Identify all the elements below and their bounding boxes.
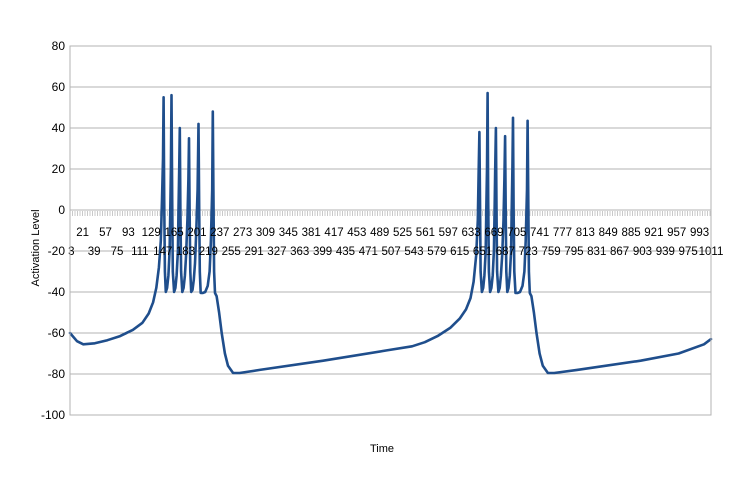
x-tick-label: 93 [122, 227, 135, 239]
y-axis-title: Activation Level [30, 209, 42, 286]
x-tick-label: 633 [462, 227, 481, 239]
y-tick-label: 20 [52, 162, 66, 176]
x-tick-label: 957 [667, 227, 686, 239]
x-tick-label: 219 [199, 246, 218, 258]
x-tick-label: 327 [267, 246, 286, 258]
x-tick-label: 183 [176, 246, 195, 258]
x-tick-label: 39 [88, 246, 101, 258]
plot-area-border [69, 45, 712, 416]
x-tick-label: 777 [553, 227, 572, 239]
y-tick-label: 80 [52, 39, 66, 53]
y-tick-label: -100 [41, 408, 65, 422]
y-tick-label: -60 [48, 326, 66, 340]
x-tick-label: 561 [416, 227, 435, 239]
x-tick-label: 723 [519, 246, 538, 258]
x-tick-label: 525 [393, 227, 412, 239]
x-tick-label: 795 [564, 246, 583, 258]
x-tick-label: 471 [359, 246, 378, 258]
x-tick-label: 75 [111, 246, 124, 258]
x-tick-label: 885 [621, 227, 640, 239]
x-tick-label: 255 [222, 246, 241, 258]
x-tick-label: 543 [404, 246, 423, 258]
x-tick-label: 111 [131, 246, 148, 258]
x-tick-label: 849 [599, 227, 618, 239]
x-tick-label: 831 [587, 246, 606, 258]
x-tick-label: 417 [324, 227, 343, 239]
x-tick-label: 939 [656, 246, 675, 258]
y-tick-label: 60 [52, 80, 66, 94]
x-tick-label: 147 [153, 246, 172, 258]
x-axis-minor-ticks [69, 211, 711, 216]
x-tick-label: 507 [382, 246, 401, 258]
x-tick-label: 813 [576, 227, 595, 239]
x-tick-label: 993 [690, 227, 709, 239]
x-tick-label: 381 [302, 227, 321, 239]
x-tick-label: 273 [233, 227, 252, 239]
x-tick-label: 57 [99, 227, 112, 239]
x-tick-label: 921 [644, 227, 663, 239]
x-tick-label: 741 [530, 227, 549, 239]
y-tick-label: -80 [48, 367, 66, 381]
y-tick-label: 0 [58, 203, 65, 217]
x-tick-label: 3 [68, 246, 74, 258]
x-axis-title: Time [370, 443, 394, 455]
x-tick-label: 975 [679, 246, 698, 258]
x-tick-label: 597 [439, 227, 458, 239]
x-tick-label: 759 [541, 246, 560, 258]
x-tick-label: 615 [450, 246, 469, 258]
x-tick-label: 489 [370, 227, 389, 239]
x-tick-label: 237 [210, 227, 229, 239]
x-tick-label: 687 [496, 246, 515, 258]
y-tick-label: -20 [48, 244, 66, 258]
x-tick-label: 453 [347, 227, 366, 239]
x-tick-label: 669 [484, 227, 503, 239]
x-tick-label: 363 [290, 246, 309, 258]
x-tick-label: 579 [427, 246, 446, 258]
x-tick-label: 309 [256, 227, 275, 239]
x-tick-label: 345 [279, 227, 298, 239]
y-tick-label: -40 [48, 285, 66, 299]
x-tick-label: 399 [313, 246, 332, 258]
x-tick-label: 165 [164, 227, 183, 239]
x-tick-label: 201 [187, 227, 206, 239]
x-tick-label: 903 [633, 246, 652, 258]
x-tick-label: 21 [76, 227, 89, 239]
x-tick-label: 291 [244, 246, 263, 258]
x-tick-label: 651 [473, 246, 492, 258]
x-tick-label: 129 [142, 227, 161, 239]
y-tick-label: 40 [52, 121, 66, 135]
x-tick-label: 867 [610, 246, 629, 258]
series-line [68, 91, 713, 375]
x-tick-label: 435 [336, 246, 355, 258]
x-tick-label: 705 [507, 227, 526, 239]
